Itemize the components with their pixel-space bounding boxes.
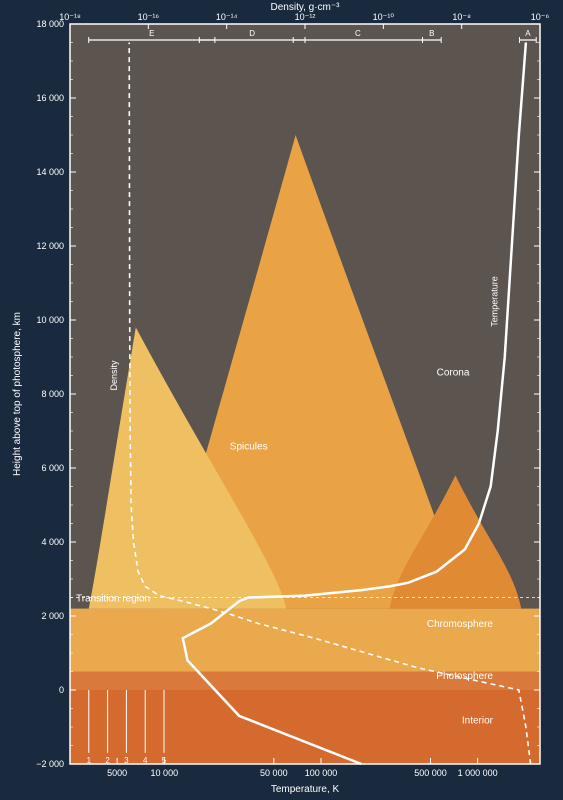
region-band [70,690,540,764]
top-axis-label: Density, g·cm⁻³ [271,2,341,13]
top-bar-label: E [149,29,154,38]
y-tick-label: 4 000 [41,537,64,547]
x-tick-label: 1 000 000 [458,768,498,778]
solar-atmosphere-chart: TemperatureDensity12345InteriorPhotosphe… [0,0,563,800]
y-tick-label: 10 000 [36,315,64,325]
curve-label: Temperature [490,276,500,327]
top-bar-label: A [525,29,531,38]
region-label: Corona [437,368,470,379]
region-label: Chromosphere [427,619,494,630]
y-axis-label: Height above top of photosphere, km [12,312,23,476]
y-tick-label: 8 000 [41,389,64,399]
top-bar-label: B [429,29,434,38]
region-label: Interior [462,715,494,726]
top-tick-label: 10⁻¹⁴ [216,12,238,22]
curve-label: Density [109,360,119,391]
top-tick-label: 10⁻¹⁰ [373,12,395,22]
y-tick-label: 12 000 [36,241,64,251]
x-tick-label: 5000 [107,768,127,778]
y-tick-label: 14 000 [36,167,64,177]
x-tick-label: 10 000 [151,768,179,778]
y-tick-label: 2 000 [41,611,64,621]
region-label: Spicules [230,442,268,453]
x-tick-label: 100 000 [305,768,338,778]
x-tick-label: 50 000 [260,768,288,778]
top-tick-label: 10⁻⁸ [452,12,471,22]
top-tick-label: 10⁻⁶ [531,12,550,22]
y-tick-label: 6 000 [41,463,64,473]
top-tick-label: 10⁻¹⁶ [138,12,160,22]
region-label: Photosphere [436,671,493,682]
x-tick-label: 500 000 [414,768,447,778]
top-tick-label: 10⁻¹² [295,12,316,22]
y-tick-label: 0 [59,685,64,695]
top-bar-label: D [249,29,255,38]
x-axis-label: Temperature, K [271,784,340,795]
y-tick-label: 16 000 [36,93,64,103]
top-tick-label: 10⁻¹⁸ [59,12,81,22]
region-label: Transition region [76,594,150,605]
top-bar-label: C [355,29,361,38]
region-band [70,609,540,672]
y-tick-label: −2 000 [36,759,64,769]
